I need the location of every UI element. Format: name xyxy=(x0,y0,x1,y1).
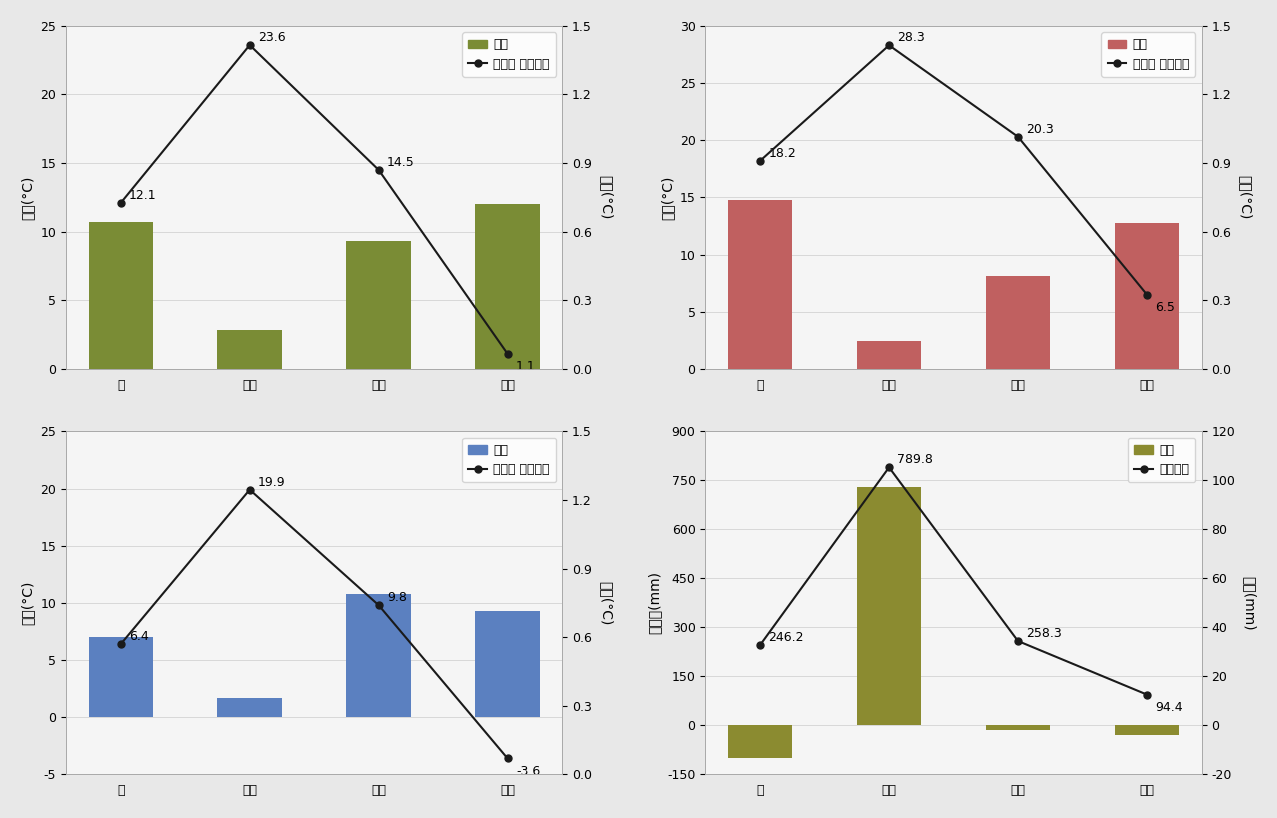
Bar xyxy=(728,200,792,369)
Legend: 편차, 연평균 최고기온: 편차, 연평균 최고기온 xyxy=(1102,32,1195,77)
Bar xyxy=(857,487,921,726)
Text: 6.5: 6.5 xyxy=(1156,301,1175,314)
Text: 94.4: 94.4 xyxy=(1156,701,1183,714)
Text: 6.4: 6.4 xyxy=(129,630,149,643)
Text: 789.8: 789.8 xyxy=(898,453,933,466)
Text: 20.3: 20.3 xyxy=(1027,123,1054,136)
Y-axis label: 편차(mm): 편차(mm) xyxy=(1243,576,1257,630)
Text: 23.6: 23.6 xyxy=(258,31,286,44)
Text: 12.1: 12.1 xyxy=(129,189,157,202)
Bar xyxy=(857,341,921,369)
Y-axis label: 편차(°C): 편차(°C) xyxy=(1239,175,1253,219)
Bar xyxy=(475,611,540,717)
Text: 258.3: 258.3 xyxy=(1027,627,1062,640)
Bar xyxy=(346,241,411,369)
Bar xyxy=(1115,222,1179,369)
Bar xyxy=(346,594,411,717)
Text: -3.6: -3.6 xyxy=(516,765,540,778)
Text: 9.8: 9.8 xyxy=(387,591,407,604)
Y-axis label: 기온(°C): 기온(°C) xyxy=(20,581,34,625)
Y-axis label: 강수량(mm): 강수량(mm) xyxy=(647,572,661,635)
Text: 18.2: 18.2 xyxy=(769,146,796,160)
Y-axis label: 편차(°C): 편차(°C) xyxy=(599,175,613,219)
Text: 246.2: 246.2 xyxy=(769,631,805,644)
Bar xyxy=(217,698,282,717)
Text: 1.1: 1.1 xyxy=(516,361,535,374)
Bar xyxy=(88,637,153,717)
Bar xyxy=(1115,726,1179,735)
Text: 28.3: 28.3 xyxy=(898,31,925,44)
Text: 14.5: 14.5 xyxy=(387,155,415,169)
Y-axis label: 기온(°C): 기온(°C) xyxy=(660,175,674,219)
Bar xyxy=(475,204,540,369)
Y-axis label: 편차(°C): 편차(°C) xyxy=(599,581,613,625)
Legend: 편차, 연강수량: 편차, 연강수량 xyxy=(1128,438,1195,483)
Bar xyxy=(217,330,282,369)
Bar xyxy=(728,726,792,758)
Legend: 편차, 연평균 평균기온: 편차, 연평균 평균기온 xyxy=(462,32,557,77)
Bar xyxy=(986,276,1050,369)
Legend: 편차, 연평균 최저기온: 편차, 연평균 최저기온 xyxy=(462,438,557,483)
Text: 19.9: 19.9 xyxy=(258,475,286,488)
Y-axis label: 기온(°C): 기온(°C) xyxy=(20,175,34,219)
Bar xyxy=(88,222,153,369)
Bar xyxy=(986,726,1050,730)
